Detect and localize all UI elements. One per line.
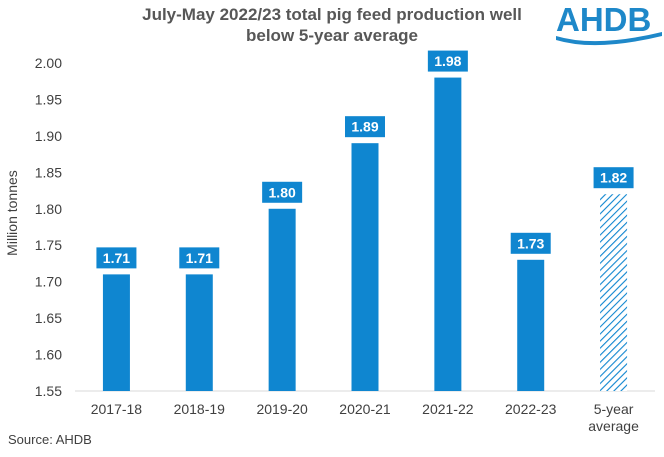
chart-title-line2: below 5-year average — [246, 26, 418, 45]
x-tick-label: average — [588, 418, 639, 434]
x-tick-label: 2019-20 — [256, 401, 308, 417]
bar — [102, 274, 130, 391]
chart-title: July-May 2022/23 total pig feed producti… — [0, 4, 664, 46]
bar — [185, 274, 213, 391]
y-tick-label: 1.95 — [35, 91, 62, 107]
bar — [517, 259, 545, 391]
x-tick-label: 2018-19 — [174, 401, 226, 417]
data-label: 1.80 — [269, 184, 296, 200]
x-tick-label: 2017-18 — [91, 401, 143, 417]
data-label-box — [427, 50, 468, 72]
data-label: 1.71 — [186, 250, 213, 266]
y-tick-label: 2.00 — [35, 55, 62, 71]
data-label-box — [345, 116, 385, 138]
data-label: 1.89 — [351, 119, 378, 135]
ahdb-logo: AHDB — [556, 0, 664, 48]
chart-title-line1: July-May 2022/23 total pig feed producti… — [142, 5, 522, 24]
data-label: 1.73 — [517, 235, 544, 251]
x-tick-label: 2021-22 — [422, 401, 474, 417]
x-tick-label: 2020-21 — [339, 401, 391, 417]
y-tick-label: 1.65 — [35, 310, 62, 326]
y-tick-label: 1.90 — [35, 128, 62, 144]
bar — [434, 77, 462, 392]
data-label-box — [262, 181, 303, 203]
y-tick-label: 1.55 — [35, 383, 62, 399]
data-label-box — [593, 167, 634, 189]
data-label-box — [96, 247, 137, 269]
y-tick-label: 1.60 — [35, 347, 62, 363]
y-tick-label: 1.85 — [35, 164, 62, 180]
data-label-box — [179, 247, 220, 269]
data-label-box — [510, 232, 551, 254]
x-tick-label: 5-year — [594, 401, 634, 417]
y-tick-label: 1.70 — [35, 274, 62, 290]
source-note: Source: AHDB — [8, 432, 92, 447]
x-tick-label: 2022-23 — [505, 401, 557, 417]
data-label: 1.82 — [600, 170, 627, 186]
bar — [268, 208, 296, 391]
y-tick-label: 1.75 — [35, 237, 62, 253]
data-label: 1.71 — [103, 250, 130, 266]
logo-swoosh-icon — [556, 32, 662, 46]
data-label: 1.98 — [434, 53, 461, 69]
y-tick-label: 1.80 — [35, 201, 62, 217]
bar — [600, 194, 628, 391]
logo-text: AHDB — [556, 1, 652, 38]
bar — [351, 143, 379, 391]
